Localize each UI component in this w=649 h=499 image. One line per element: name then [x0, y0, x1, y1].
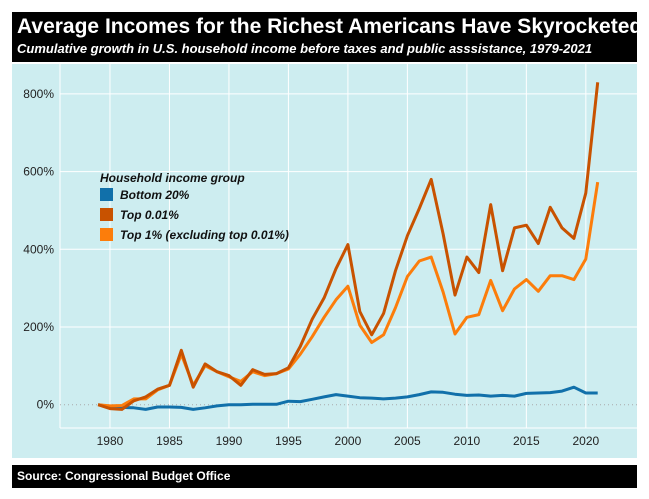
x-tick-label: 2005 — [394, 434, 421, 448]
title-bar: Average Incomes for the Richest American… — [12, 12, 642, 62]
legend-title: Household income group — [100, 171, 245, 185]
x-tick-label: 2020 — [572, 434, 599, 448]
x-tick-label: 1995 — [275, 434, 302, 448]
x-axis: 1980 1985 1990 1995 2000 2005 2010 2015 2020 — [97, 434, 600, 448]
legend-swatch-top-1 — [100, 228, 113, 241]
legend-label-bottom-20: Bottom 20% — [120, 188, 190, 202]
chart-subtitle: Cumulative growth in U.S. household inco… — [17, 41, 593, 56]
series-line-top-0-01- — [97, 82, 600, 411]
x-tick-label: 2015 — [513, 434, 540, 448]
series-line-bottom-20- — [97, 385, 598, 411]
legend-label-top-1: Top 1% (excluding top 0.01%) — [120, 228, 289, 242]
legend-swatch-bottom-20 — [100, 188, 113, 201]
source-note: Source: Congressional Budget Office — [12, 465, 637, 488]
legend-label-top-001: Top 0.01% — [120, 208, 179, 222]
y-tick-label: 600% — [23, 165, 54, 179]
y-tick-label: 200% — [23, 320, 54, 334]
legend: Household income group Bottom 20% Top 0.… — [100, 171, 289, 242]
series-lines — [97, 82, 600, 411]
chart-background — [12, 64, 637, 458]
y-axis: 0% 200% 400% 600% 800% — [23, 87, 54, 412]
x-tick-label: 1990 — [216, 434, 243, 448]
chart-title: Average Incomes for the Richest American… — [17, 15, 643, 38]
y-tick-label: 400% — [23, 242, 54, 256]
chart-panel: 0% 200% 400% 600% 800% 1980 1985 1990 1995 2000 2… — [12, 64, 637, 458]
y-tick-label: 0% — [37, 398, 55, 412]
legend-swatch-top-001 — [100, 208, 113, 221]
x-tick-label: 1985 — [156, 434, 183, 448]
x-tick-label: 2000 — [335, 434, 362, 448]
y-tick-label: 800% — [23, 87, 54, 101]
x-tick-label: 2010 — [454, 434, 481, 448]
x-tick-label: 1980 — [97, 434, 124, 448]
